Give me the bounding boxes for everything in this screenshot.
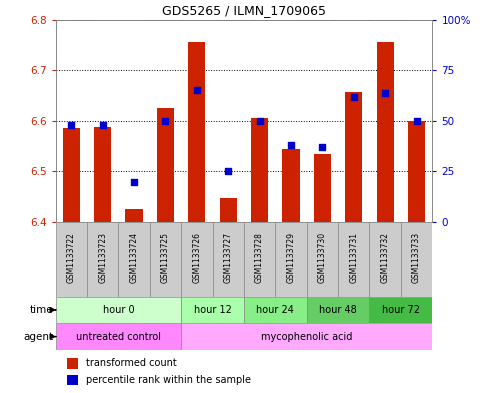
Text: percentile rank within the sample: percentile rank within the sample [85, 375, 251, 385]
Text: hour 72: hour 72 [382, 305, 420, 315]
Bar [150, 222, 181, 297]
Point [224, 168, 232, 174]
Point [287, 142, 295, 148]
Text: agent: agent [23, 332, 53, 342]
Point [99, 122, 107, 128]
Text: transformed count: transformed count [85, 358, 176, 368]
Bar [283, 149, 299, 222]
Bar [369, 222, 401, 297]
Bar [181, 323, 432, 350]
Text: GSM1133729: GSM1133729 [286, 232, 296, 283]
Bar [307, 222, 338, 297]
Bar [338, 222, 369, 297]
Text: GSM1133731: GSM1133731 [349, 232, 358, 283]
Bar [213, 222, 244, 297]
Bar [94, 127, 111, 222]
Bar [67, 375, 78, 385]
Point [350, 94, 357, 100]
Point [68, 122, 75, 128]
Text: hour 0: hour 0 [102, 305, 134, 315]
Bar [369, 297, 432, 323]
Text: GSM1133727: GSM1133727 [224, 232, 233, 283]
Text: hour 48: hour 48 [319, 305, 357, 315]
Bar [181, 297, 244, 323]
Title: GDS5265 / ILMN_1709065: GDS5265 / ILMN_1709065 [162, 4, 326, 17]
Bar [87, 222, 118, 297]
Bar [244, 222, 275, 297]
Text: GSM1133723: GSM1133723 [98, 232, 107, 283]
Bar [67, 358, 78, 369]
Point [161, 118, 170, 124]
Text: GSM1133724: GSM1133724 [129, 232, 139, 283]
Point [130, 178, 138, 185]
Text: time: time [29, 305, 53, 315]
Bar [377, 42, 394, 222]
Text: GSM1133726: GSM1133726 [192, 232, 201, 283]
Bar [56, 297, 181, 323]
Bar [188, 42, 205, 222]
Bar [157, 108, 174, 222]
Text: GSM1133728: GSM1133728 [255, 232, 264, 283]
Bar [401, 222, 432, 297]
Text: GSM1133730: GSM1133730 [318, 232, 327, 283]
Bar [345, 92, 362, 222]
Point [193, 87, 201, 94]
Text: GSM1133722: GSM1133722 [67, 232, 76, 283]
Point [412, 118, 420, 124]
Text: GSM1133733: GSM1133733 [412, 232, 421, 283]
Bar [307, 297, 369, 323]
Point [382, 89, 389, 95]
Text: GSM1133725: GSM1133725 [161, 232, 170, 283]
Bar [181, 222, 213, 297]
Text: untreated control: untreated control [76, 332, 161, 342]
Bar [56, 222, 87, 297]
Bar [251, 118, 268, 222]
Bar [244, 297, 307, 323]
Bar [314, 154, 331, 222]
Bar [220, 198, 237, 222]
Bar [126, 209, 142, 222]
Bar [275, 222, 307, 297]
Bar [56, 323, 181, 350]
Point [256, 118, 264, 124]
Bar [408, 121, 425, 222]
Bar [63, 129, 80, 222]
Bar [118, 222, 150, 297]
Text: mycophenolic acid: mycophenolic acid [261, 332, 353, 342]
Text: hour 12: hour 12 [194, 305, 231, 315]
Point [319, 144, 327, 150]
Text: GSM1133732: GSM1133732 [381, 232, 390, 283]
Text: hour 24: hour 24 [256, 305, 294, 315]
